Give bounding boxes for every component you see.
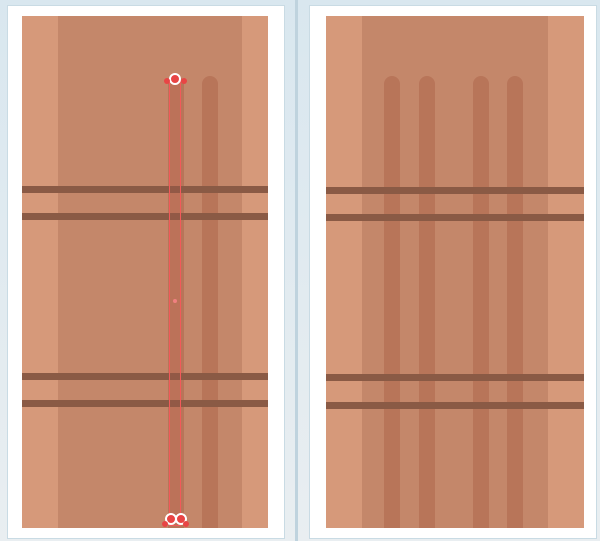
plank-edge-right [548, 16, 584, 528]
bezier-handle-icon[interactable] [162, 521, 168, 527]
plank-edge-left [22, 16, 58, 528]
artboard-after[interactable] [310, 6, 596, 538]
groove-shape[interactable] [419, 76, 435, 528]
band-stripe [326, 214, 584, 221]
band-stripe [22, 186, 268, 193]
bezier-handle-icon[interactable] [164, 78, 170, 84]
band-stripe [22, 373, 268, 380]
panel-divider [295, 0, 298, 541]
groove-shape[interactable] [473, 76, 489, 528]
band-stripe [326, 374, 584, 381]
band-stripe [326, 402, 584, 409]
groove-shape[interactable] [202, 76, 218, 528]
path-midpoint-icon [173, 299, 177, 303]
anchor-point-icon[interactable] [169, 73, 181, 85]
band-stripe [22, 400, 268, 407]
wood-plank-before[interactable] [22, 16, 268, 528]
bezier-handle-icon[interactable] [181, 78, 187, 84]
band-stripe [326, 187, 584, 194]
artboard-before[interactable] [8, 6, 284, 538]
plank-edge-right [242, 16, 268, 528]
selection-path-outline[interactable] [169, 80, 181, 526]
bezier-handle-icon[interactable] [183, 521, 189, 527]
wood-plank-after[interactable] [326, 16, 584, 528]
groove-shape[interactable] [507, 76, 523, 528]
groove-shape[interactable] [384, 76, 400, 528]
plank-edge-left [326, 16, 362, 528]
band-stripe [22, 213, 268, 220]
